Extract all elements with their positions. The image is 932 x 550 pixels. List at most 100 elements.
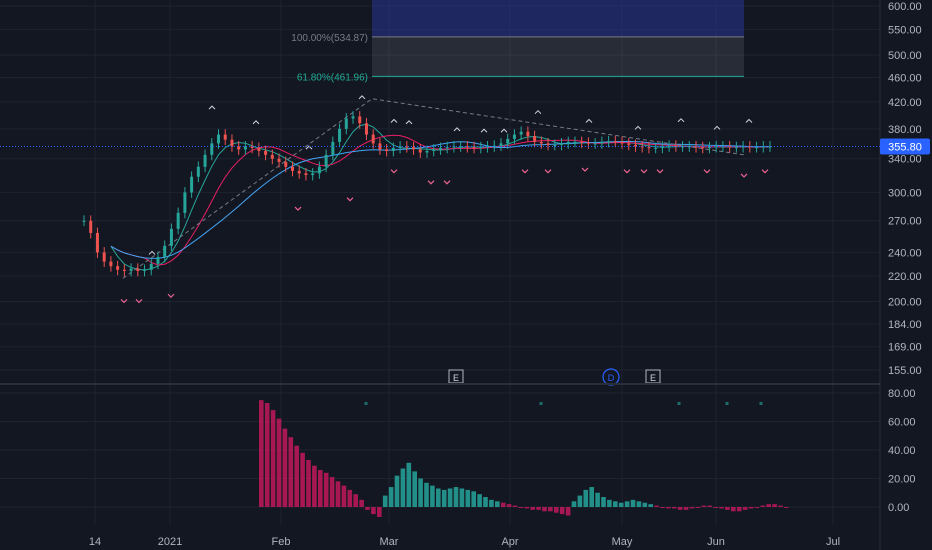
- histogram-bar: [760, 505, 766, 507]
- candle-body: [385, 149, 389, 151]
- histogram-bar: [701, 505, 707, 507]
- candle-body: [721, 146, 725, 148]
- oscillator-tick-label: 0.00: [888, 502, 909, 514]
- candle-body: [707, 147, 711, 149]
- histogram-bar: [506, 504, 512, 507]
- pivot-high-marker: [390, 118, 398, 123]
- candle-body: [257, 147, 261, 151]
- pivot-high-marker: [480, 128, 488, 133]
- candle-body: [250, 146, 254, 148]
- pivot-low-marker: [740, 173, 748, 178]
- histogram-bar: [648, 504, 653, 507]
- histogram-bar: [613, 501, 618, 507]
- candle-body: [412, 147, 416, 150]
- histogram-bar: [270, 410, 276, 507]
- time-tick-label: Jul: [826, 536, 840, 548]
- histogram-bar: [500, 502, 506, 507]
- candle-body: [217, 134, 221, 144]
- candle-body: [586, 142, 590, 144]
- pivot-low-marker: [703, 169, 711, 174]
- candle-body: [149, 263, 153, 270]
- time-tick-label: Apr: [501, 536, 518, 548]
- histogram-bar: [601, 497, 606, 507]
- candle-body: [600, 141, 604, 144]
- histogram-bar: [624, 501, 630, 507]
- histogram-bar: [294, 445, 299, 507]
- pivot-low-marker: [521, 169, 529, 174]
- candle-body: [122, 269, 126, 271]
- histogram-bar: [778, 505, 783, 507]
- candle-body: [243, 146, 247, 150]
- candle-body: [681, 146, 685, 148]
- histogram-bar: [725, 507, 730, 510]
- histogram-bar: [264, 402, 270, 507]
- histogram-bar: [306, 459, 311, 507]
- signal-dot: [364, 402, 368, 405]
- histogram-bar: [312, 465, 317, 507]
- pivot-high-marker: [634, 125, 642, 130]
- candle-body: [479, 147, 483, 149]
- signal-dot: [725, 402, 729, 405]
- pivot-low-marker: [761, 169, 769, 174]
- candle-body: [607, 141, 611, 143]
- candle-body: [391, 147, 395, 151]
- candle-body: [371, 134, 375, 144]
- pivot-high-marker: [585, 118, 593, 123]
- candle-body: [324, 154, 328, 167]
- grid-lines: [0, 0, 880, 525]
- pivot-high-marker: [677, 118, 685, 123]
- histogram-bar: [683, 507, 689, 510]
- candle-body: [405, 146, 409, 148]
- histogram-bar: [259, 400, 264, 507]
- candle-body: [660, 146, 664, 148]
- pivot-low-marker: [346, 197, 354, 202]
- pivot-low-marker: [294, 206, 302, 211]
- histogram-bar: [471, 491, 476, 507]
- time-axis[interactable]: 14 2021 Feb Mar Apr May Jun Jul: [89, 536, 840, 548]
- histogram-bar: [371, 507, 376, 515]
- time-tick-label: 14: [89, 536, 101, 548]
- candle-body: [492, 145, 496, 147]
- histogram-bar: [400, 468, 406, 507]
- histogram-bar: [347, 489, 353, 507]
- histogram-bar: [477, 494, 482, 507]
- histogram-bar: [583, 489, 589, 507]
- price-axis[interactable]: 600.00 550.00 500.00 460.00 420.00 380.00 340.…: [888, 1, 922, 377]
- histogram-bar: [736, 507, 742, 512]
- pivot-low-marker: [581, 167, 589, 172]
- candle-body: [156, 256, 160, 264]
- candle-body: [163, 245, 167, 257]
- candle-body: [748, 146, 752, 148]
- histogram-bar: [465, 489, 471, 507]
- histogram-bar: [559, 507, 565, 515]
- histogram-bar: [483, 497, 488, 507]
- candle-body: [459, 146, 463, 148]
- oscillator-axis[interactable]: 80.00 60.00 40.00 20.00 0.00: [888, 388, 916, 514]
- histogram-bar: [666, 507, 671, 509]
- histogram-bar: [630, 499, 636, 507]
- candle-body: [701, 147, 705, 149]
- candle-body: [304, 173, 308, 176]
- candle-body: [277, 158, 281, 162]
- fibonacci-retracement[interactable]: 100.00%(534.87) 61.80%(461.96): [291, 0, 744, 83]
- histogram-bar: [436, 488, 441, 507]
- candle-body: [499, 143, 503, 146]
- candle-body: [566, 141, 570, 144]
- price-tick-label: 550.00: [888, 24, 922, 36]
- candle-body: [714, 146, 718, 148]
- time-tick-label: 2021: [158, 536, 182, 548]
- fib-zone-retracement: [372, 36, 744, 77]
- pivot-high-marker: [453, 127, 461, 132]
- histogram-bar: [548, 507, 553, 512]
- histogram-bar: [377, 507, 382, 517]
- pivot-low-marker: [167, 293, 175, 298]
- price-tick-label: 420.00: [888, 97, 922, 109]
- candle-body: [687, 146, 691, 148]
- histogram-bar: [731, 507, 736, 512]
- price-tick-label: 300.00: [888, 187, 922, 199]
- candle-body: [755, 147, 759, 149]
- candle-body: [519, 131, 523, 135]
- candle-body: [560, 143, 564, 145]
